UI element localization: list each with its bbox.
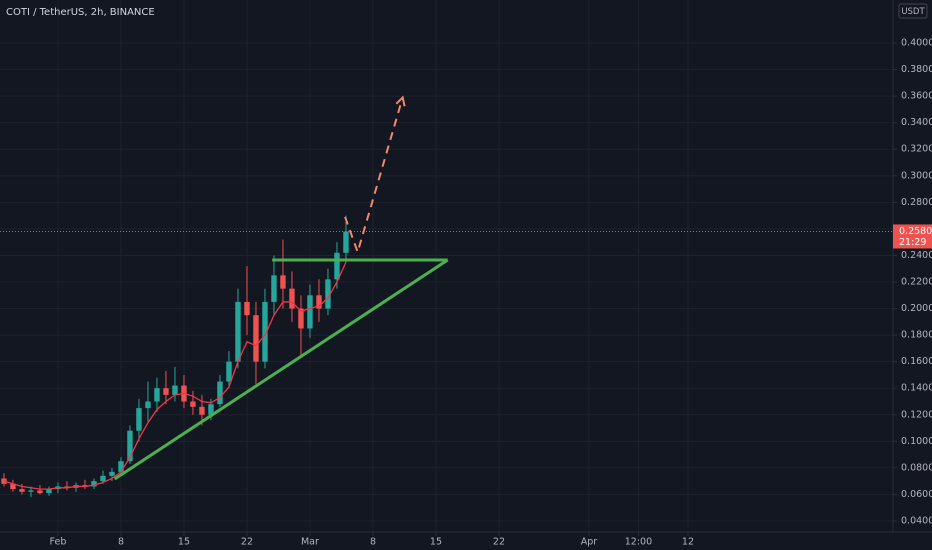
- candle-body: [10, 483, 16, 490]
- candle-body: [208, 404, 214, 415]
- currency-label: USDT: [901, 7, 925, 17]
- last-price-label: 0.25806: [899, 226, 932, 237]
- x-tick-label: 22: [241, 537, 253, 548]
- candle-body: [199, 406, 205, 415]
- candle-body: [190, 401, 196, 407]
- candle-body: [163, 388, 169, 395]
- currency-box[interactable]: [898, 3, 928, 19]
- candle-body: [100, 475, 106, 482]
- plot-area: [0, 95, 893, 498]
- candle-body: [91, 481, 97, 487]
- candle-body: [172, 385, 178, 395]
- candle-body: [19, 489, 25, 492]
- candle-body: [307, 295, 313, 329]
- grid: [0, 0, 893, 532]
- candle-body: [1, 478, 7, 484]
- x-tick-label: 15: [430, 537, 442, 548]
- candle-body: [334, 252, 340, 280]
- candle-body: [280, 275, 286, 289]
- candle-body: [109, 471, 115, 476]
- candle-body: [343, 231, 349, 253]
- candle-body: [253, 315, 259, 362]
- candle-body: [271, 275, 277, 302]
- last-price-badge: [893, 224, 932, 249]
- drawing-line: [113, 258, 449, 481]
- candle-body: [325, 279, 331, 309]
- drawing-line: [344, 97, 404, 256]
- candle-body: [262, 301, 268, 362]
- candle-body: [316, 295, 322, 309]
- x-tick-label: 8: [118, 537, 124, 548]
- candle-body: [28, 490, 34, 492]
- candle-body: [46, 489, 52, 494]
- x-tick-label: Mar: [301, 537, 319, 548]
- countdown-label: 21:29: [899, 237, 926, 248]
- candle-body: [154, 388, 160, 402]
- x-tick-label: 12: [682, 537, 694, 548]
- y-tick-label: 0.40000: [901, 38, 932, 49]
- x-tick-label: 15: [178, 537, 190, 548]
- x-tick-label: Feb: [50, 537, 67, 548]
- candle-body: [244, 301, 250, 316]
- candle-body: [82, 485, 88, 487]
- candle-body: [298, 308, 304, 329]
- x-tick-label: 8: [370, 537, 376, 548]
- candle-body: [235, 301, 241, 362]
- chart-title: COTI / TetherUS, 2h, BINANCE: [6, 7, 155, 18]
- candle-body: [118, 461, 124, 472]
- candle-body: [226, 361, 232, 382]
- candle-body: [145, 401, 151, 409]
- candle-body: [136, 408, 142, 431]
- candle-body: [217, 381, 223, 405]
- drawing-arrowhead: [395, 95, 406, 107]
- candle-body: [37, 490, 43, 494]
- candle-body: [127, 430, 133, 462]
- indicator-line: [3, 261, 347, 490]
- x-tick-label: 22: [493, 537, 505, 548]
- candle-body: [64, 486, 70, 488]
- x-tick-label: 12:00: [625, 537, 652, 548]
- x-tick-label: Apr: [581, 537, 598, 548]
- candle-body: [289, 288, 295, 309]
